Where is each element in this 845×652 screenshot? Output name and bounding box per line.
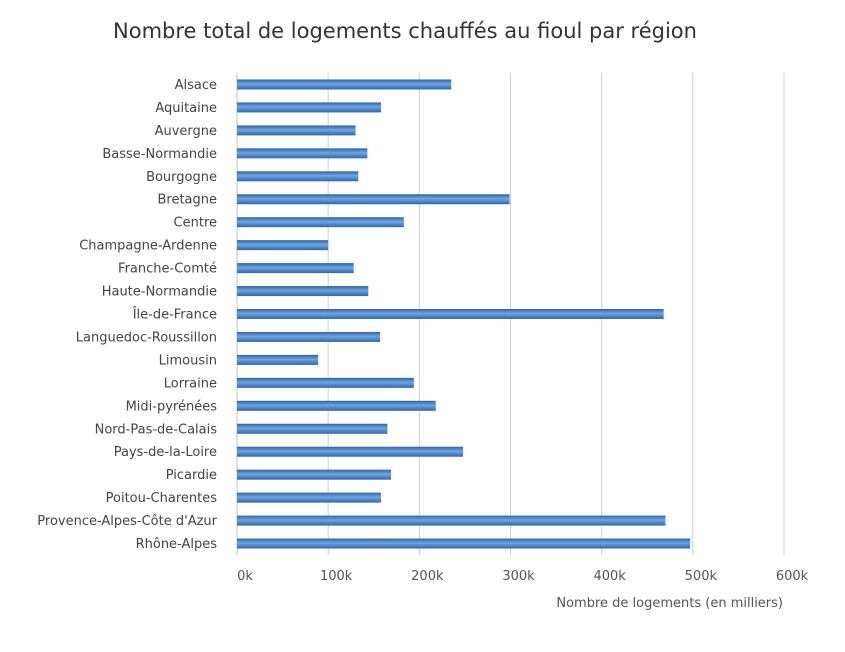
category-label: Champagne-Ardenne bbox=[79, 239, 217, 254]
x-tick-label: 100k bbox=[320, 569, 353, 584]
category-label: Bretagne bbox=[157, 193, 217, 208]
chart-title: Nombre total de logements chauffés au fi… bbox=[113, 19, 697, 43]
bar bbox=[237, 263, 354, 274]
x-tick-label: 600k bbox=[776, 569, 809, 584]
category-label: Provence-Alpes-Côte d'Azur bbox=[37, 514, 217, 529]
bar bbox=[237, 446, 464, 457]
category-label: Lorraine bbox=[164, 376, 217, 391]
category-label: Bourgogne bbox=[146, 170, 217, 185]
x-axis-ticks: 0k 100k 200k 300k 400k 500k 600k bbox=[237, 569, 809, 584]
bar bbox=[237, 240, 329, 251]
x-tick-label: 400k bbox=[593, 569, 626, 584]
category-label: Nord-Pas-de-Calais bbox=[95, 422, 218, 437]
x-tick-label: 500k bbox=[685, 569, 718, 584]
category-label: Picardie bbox=[166, 468, 217, 483]
bars bbox=[237, 79, 691, 549]
bar bbox=[237, 538, 691, 549]
category-label: Pays-de-la-Loire bbox=[114, 445, 217, 460]
bar bbox=[237, 171, 359, 182]
bar bbox=[237, 79, 452, 90]
category-label: Midi-pyrénées bbox=[126, 399, 218, 414]
bar bbox=[237, 102, 382, 113]
bar bbox=[237, 377, 414, 388]
bar bbox=[237, 331, 381, 342]
bar bbox=[237, 492, 382, 503]
bar bbox=[237, 194, 510, 205]
bar bbox=[237, 309, 664, 319]
bar bbox=[237, 469, 392, 480]
bar bbox=[237, 286, 369, 297]
x-tick-label: 300k bbox=[502, 569, 535, 584]
bar bbox=[237, 515, 666, 526]
x-axis-title: Nombre de logements (en milliers) bbox=[556, 596, 783, 611]
x-tick-label: 200k bbox=[411, 569, 444, 584]
category-label: Limousin bbox=[159, 353, 217, 368]
category-label: Basse-Normandie bbox=[102, 147, 217, 162]
bar bbox=[237, 400, 436, 411]
category-label: Aquitaine bbox=[155, 101, 217, 116]
category-label: Poitou-Charentes bbox=[106, 491, 218, 506]
category-label: Franche-Comté bbox=[118, 262, 217, 277]
category-label: Île-de-France bbox=[132, 307, 217, 323]
category-label: Languedoc-Roussillon bbox=[76, 330, 217, 345]
bar bbox=[237, 148, 368, 159]
category-label: Rhône-Alpes bbox=[136, 537, 218, 552]
bar bbox=[237, 423, 388, 434]
category-labels: Alsace Aquitaine Auvergne Basse-Normandie Bo… bbox=[37, 78, 217, 552]
category-label: Alsace bbox=[175, 78, 217, 93]
category-label: Centre bbox=[174, 216, 217, 231]
bar bbox=[237, 354, 319, 365]
x-tick-label: 0k bbox=[237, 569, 253, 584]
bar bbox=[237, 125, 356, 136]
category-label: Auvergne bbox=[155, 124, 217, 139]
category-label: Haute-Normandie bbox=[102, 285, 217, 300]
bar bbox=[237, 217, 404, 228]
